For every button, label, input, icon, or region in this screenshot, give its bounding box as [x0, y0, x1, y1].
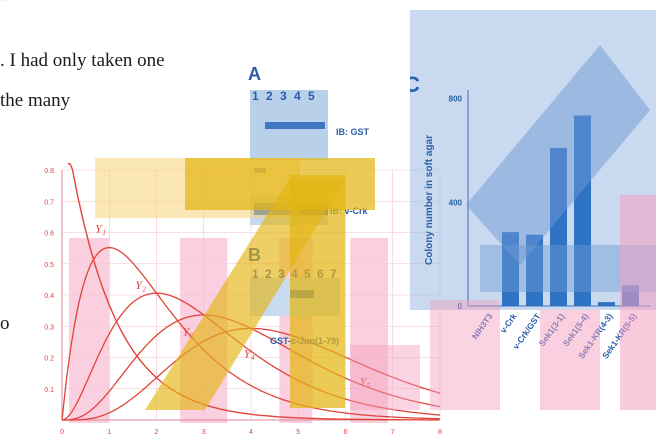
- bar-sek1-kr-4-3-: [598, 302, 615, 306]
- x-tick-label: 1: [107, 429, 111, 436]
- bg-text-line: the many: [0, 90, 71, 111]
- lane-number: 4: [291, 267, 298, 281]
- bg-text-line: . I had only taken one: [0, 50, 165, 71]
- y-tick-label: 0.1: [44, 387, 54, 394]
- background-page-text: ” . I had only taken one the many o: [0, 0, 240, 443]
- y-tick-label: 0.8: [44, 168, 54, 175]
- panel-c-label: C: [410, 72, 420, 97]
- curve-label: Y₁: [95, 222, 106, 236]
- lane-number: 7: [330, 267, 337, 281]
- lane-number: 2: [266, 89, 273, 103]
- ib-gst-label: IB: GST: [336, 127, 370, 137]
- category-labels: NIH3T3 v-Crkv-Crk/GSTSek1(3-1)Sek1(5-4)Se…: [470, 311, 639, 361]
- x-tick-label: 8: [438, 429, 442, 436]
- lane-number: 5: [308, 89, 315, 103]
- y-tick-label: 800: [449, 95, 463, 104]
- y-tick-label: 0.3: [44, 324, 54, 331]
- substrate-label: GST-c-Jun(1-79): [270, 336, 339, 346]
- colony-bar-chart: C Colony number in soft agar 0 400 800 NIH…: [410, 10, 656, 361]
- x-tick-label: 0: [60, 429, 64, 436]
- x-tick-label: 2: [155, 429, 159, 436]
- x-tick-labels: 0 1 2 3 4 5 6 7 8: [60, 429, 442, 436]
- x-tick-label: 7: [391, 429, 395, 436]
- x-tick-label: 4: [249, 429, 253, 436]
- panel-a-label: A: [248, 64, 261, 84]
- lane-number: 3: [278, 267, 285, 281]
- y-tick-label: 0.4: [44, 293, 54, 300]
- x-tick-label: 3: [202, 429, 206, 436]
- gst-band: [265, 122, 325, 129]
- category-label: v-Crk: [498, 311, 519, 335]
- y-tick-label: 0.2: [44, 356, 54, 363]
- lane-number: 1: [252, 267, 259, 281]
- bar-v-crk-gst: [526, 234, 543, 306]
- x-tick-label: 6: [344, 429, 348, 436]
- lane-number: 6: [317, 267, 324, 281]
- lane-number: 2: [265, 267, 272, 281]
- lane-number: 1: [252, 89, 259, 103]
- y-tick-label: 400: [449, 198, 463, 207]
- pink-band-1: [69, 238, 110, 423]
- lane-number: 3: [280, 89, 287, 103]
- category-label: NIH3T3: [470, 311, 495, 341]
- y-tick-label: 0.7: [44, 199, 54, 206]
- y-tick-label: 0.6: [44, 231, 54, 238]
- lane-number: 4: [294, 89, 301, 103]
- y-tick-label: 0: [458, 302, 463, 311]
- ib-vcrk-label: IB: v-Crk: [330, 206, 369, 216]
- y-tick-labels: 0 400 800: [449, 95, 463, 311]
- y-tick-labels: 0.8 0.7 0.6 0.5 0.4 0.3 0.2 0.1: [44, 168, 54, 394]
- bar-sek1-3-1-: [550, 147, 567, 306]
- bg-text-line: o: [0, 313, 10, 334]
- bar-nih3t3: [478, 306, 495, 307]
- curve-y1: [67, 163, 439, 421]
- bar-sek1-5-4-: [574, 115, 591, 306]
- curve-label: Y₂: [135, 278, 146, 292]
- jun-band: [290, 290, 314, 298]
- y-tick-label: 0.5: [44, 262, 54, 269]
- panel-b-label: B: [248, 245, 261, 265]
- lane-number: 5: [304, 267, 311, 281]
- curve-label: Y₅: [360, 375, 371, 389]
- y-axis-label: Colony number in soft agar: [424, 135, 435, 265]
- vcrk-band: [254, 203, 328, 215]
- curve-label: Y₃: [182, 325, 193, 339]
- small-band: [254, 168, 266, 173]
- x-tick-label: 5: [296, 429, 300, 436]
- bar-v-crk: [502, 232, 519, 306]
- bg-text-line: ”: [0, 0, 9, 13]
- bar-sek1-kr-5-5-: [622, 285, 639, 306]
